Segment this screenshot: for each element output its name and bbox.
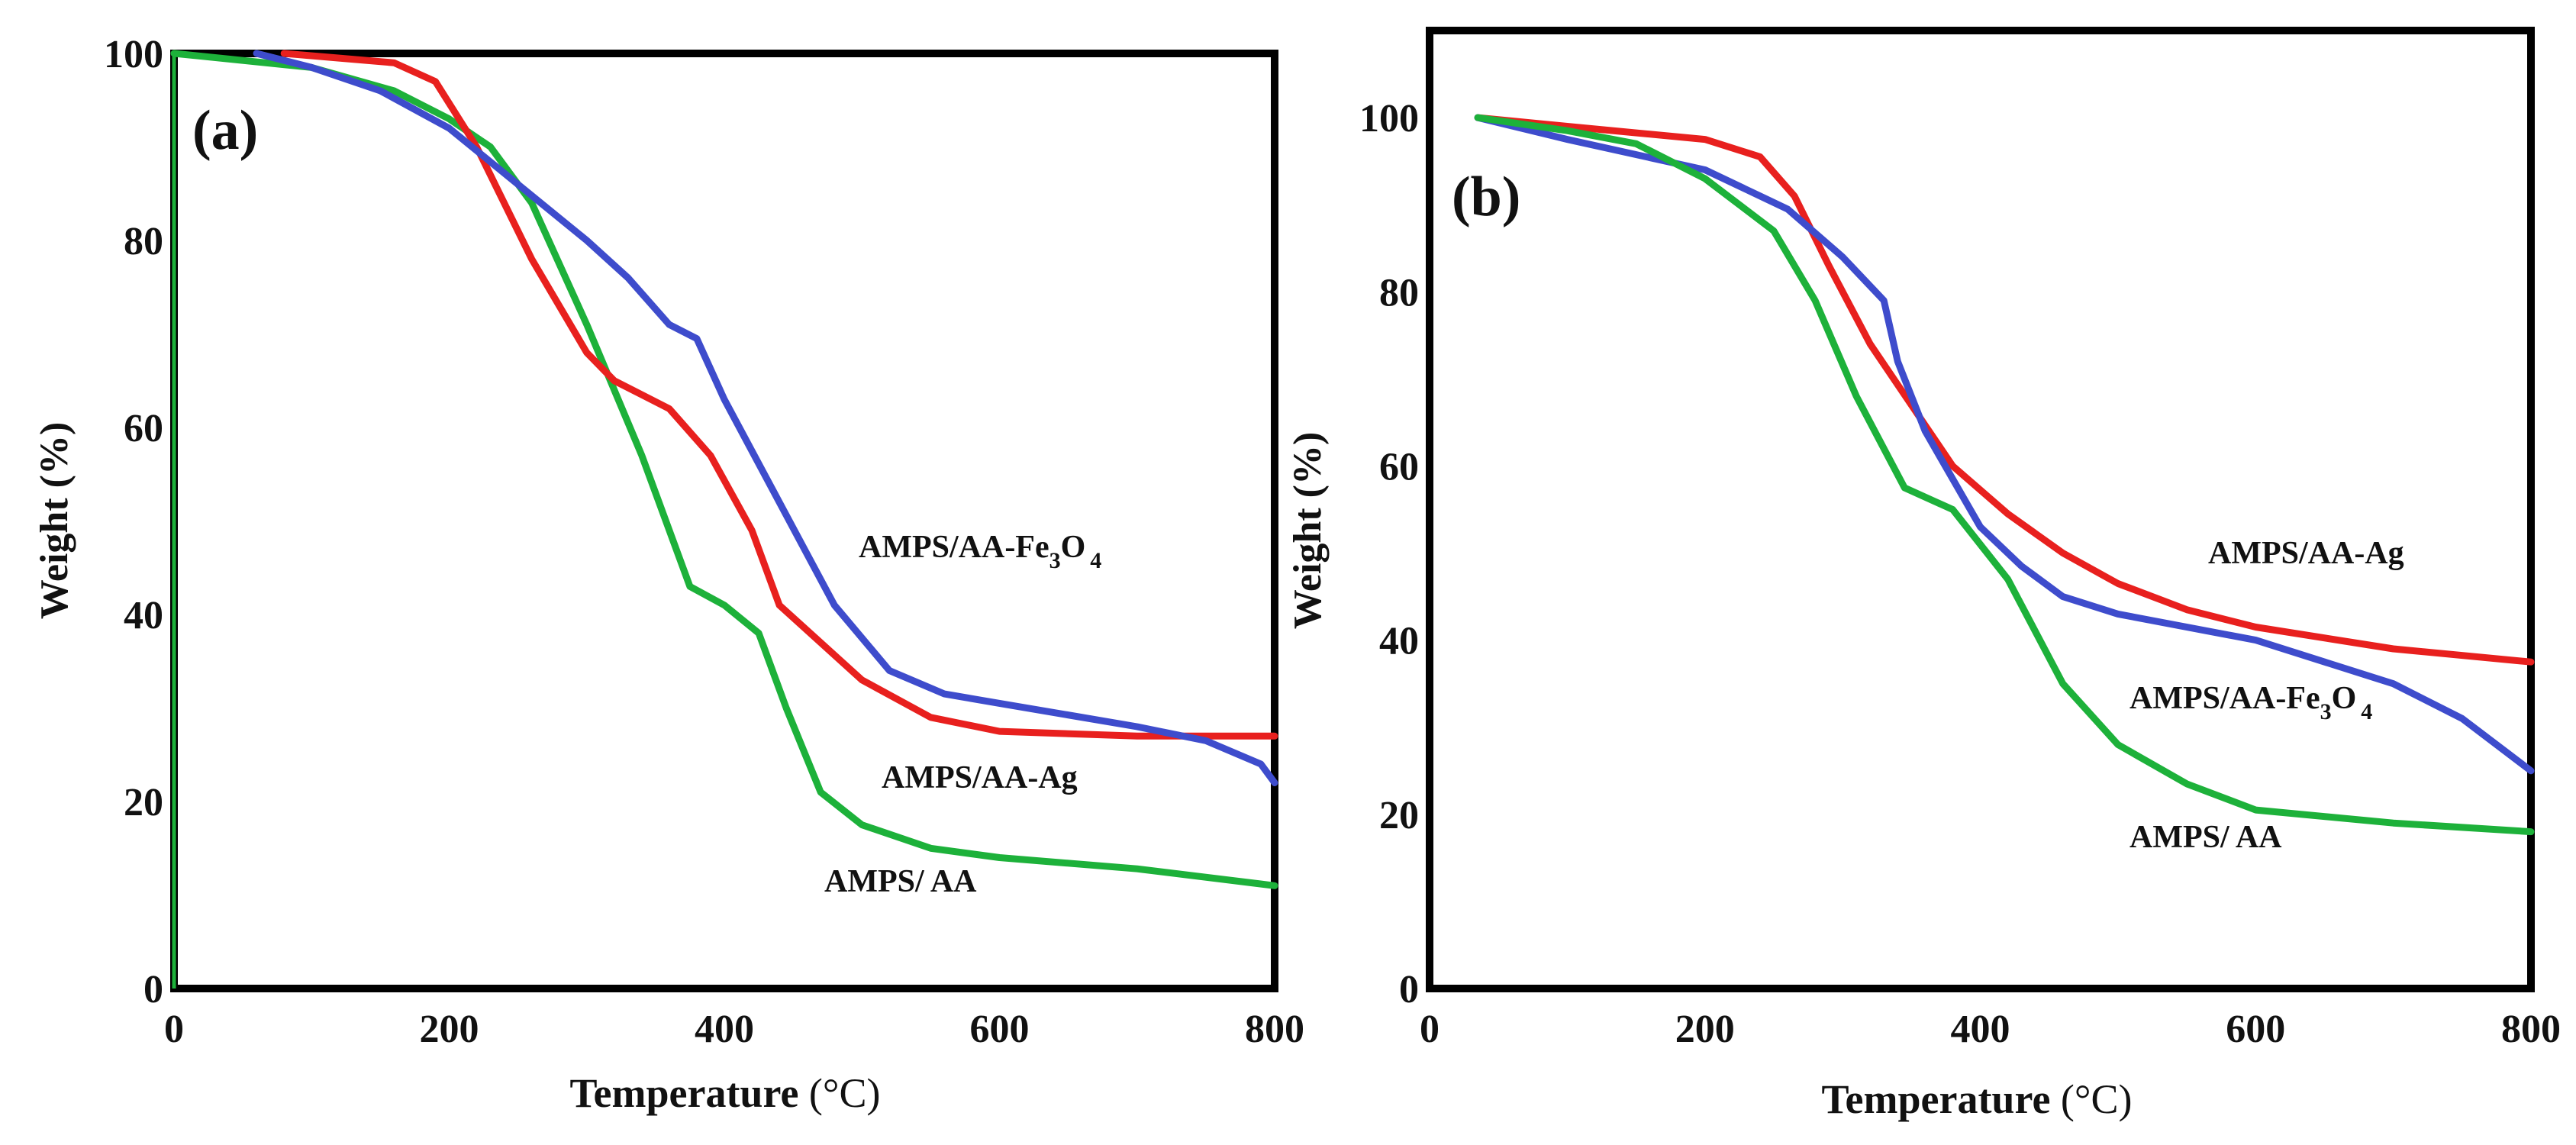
series-line-b-amps-aa-fe3o4 <box>1474 114 2535 775</box>
panel-label-a: (a) <box>192 99 258 162</box>
y-tick-label-b-2: 40 <box>1379 620 1419 663</box>
series-line-a-amps-aa-fe3o4 <box>253 50 1278 786</box>
curve-label-ag-b: AMPS/AA-Ag <box>2208 536 2404 571</box>
y-axis-title-b: Weight (%) <box>1286 432 1330 630</box>
curve-label-fe3o4-b-prefix: AMPS/AA-Fe <box>2129 681 2320 716</box>
y-tick-label-b-5: 100 <box>1359 97 1419 140</box>
curve-label-fe3o4-a: AMPS/AA-Fe3O 4 <box>859 530 1101 573</box>
panel-b: 0 20 40 60 80 100 0 200 400 600 800 (b) Weight (%… <box>1286 27 2561 1122</box>
x-tick-label-b-1: 200 <box>1675 1008 1735 1051</box>
curve-label-fe3o4-b-o: O <box>2332 681 2357 716</box>
plot-frame-a <box>170 50 1278 992</box>
series-line-b-amps-aa <box>1474 114 2535 836</box>
series-line-b-amps-aa-ag <box>1474 114 2535 666</box>
y-tick-label-a-5: 100 <box>104 33 163 76</box>
y-tick-label-b-3: 60 <box>1379 445 1419 489</box>
panel-a: 0 20 40 60 80 100 0 200 400 600 800 (a) Weight (%… <box>33 33 1304 1116</box>
x-axis-unit-close-b: ) <box>2119 1076 2133 1122</box>
y-tick-label-b-0: 0 <box>1399 968 1419 1011</box>
x-tick-label-b-2: 400 <box>1951 1008 2010 1051</box>
x-tick-label-a-0: 0 <box>164 1008 184 1051</box>
curve-label-fe3o4-a-o: O <box>1061 530 1086 565</box>
x-axis-unit-open-a: ( <box>798 1070 822 1116</box>
y-tick-label-b-4: 80 <box>1379 271 1419 314</box>
x-axis-unit-close-a: ) <box>867 1070 881 1116</box>
y-tick-label-a-1: 20 <box>124 781 163 824</box>
series-line-a-amps-aa <box>170 50 1278 889</box>
y-tick-label-a-2: 40 <box>124 594 163 637</box>
x-axis-unit-open-b: ( <box>2050 1076 2074 1122</box>
y-tick-label-a-3: 60 <box>124 407 163 450</box>
plot-frame-b <box>1426 27 2535 992</box>
x-tick-label-a-2: 400 <box>695 1008 754 1051</box>
curve-label-fe3o4-b: AMPS/AA-Fe3O 4 <box>2129 681 2372 724</box>
x-axis-title-a: Temperature (°C) <box>569 1070 880 1116</box>
x-tick-label-a-3: 600 <box>970 1008 1030 1051</box>
curve-label-ag-a: AMPS/AA-Ag <box>882 760 1078 795</box>
y-tick-label-a-0: 0 <box>143 968 163 1011</box>
x-axis-unit-a: °C <box>823 1070 867 1116</box>
curve-label-ampsaa-a: AMPS/ AA <box>824 864 977 899</box>
y-tick-label-a-4: 80 <box>124 220 163 263</box>
x-tick-label-a-4: 800 <box>1245 1008 1304 1051</box>
y-tick-label-b-1: 20 <box>1379 794 1419 837</box>
x-axis-unit-b: °C <box>2075 1076 2119 1122</box>
x-axis-title-b: Temperature (°C) <box>1821 1076 2132 1122</box>
y-axis-title-a: Weight (%) <box>33 422 76 620</box>
x-tick-label-b-3: 600 <box>2226 1008 2285 1051</box>
series-line-a-amps-aa-ag <box>280 50 1278 740</box>
curve-label-fe3o4-a-sub3: 3 <box>1049 548 1061 573</box>
x-tick-label-a-1: 200 <box>420 1008 479 1051</box>
curve-label-ampsaa-b: AMPS/ AA <box>2129 820 2282 855</box>
curve-label-fe3o4-b-sub3: 3 <box>2320 699 2332 724</box>
x-axis-title-a-text: Temperature <box>569 1070 798 1116</box>
panel-label-b: (b) <box>1452 166 1520 228</box>
curve-label-fe3o4-a-prefix: AMPS/AA-Fe <box>859 530 1049 565</box>
x-tick-label-b-4: 800 <box>2501 1008 2561 1051</box>
curve-label-fe3o4-b-sub4: 4 <box>2361 699 2372 724</box>
x-tick-label-b-0: 0 <box>1420 1008 1440 1051</box>
curve-label-fe3o4-a-sub4: 4 <box>1090 548 1101 573</box>
x-axis-title-b-text: Temperature <box>1821 1076 2050 1122</box>
